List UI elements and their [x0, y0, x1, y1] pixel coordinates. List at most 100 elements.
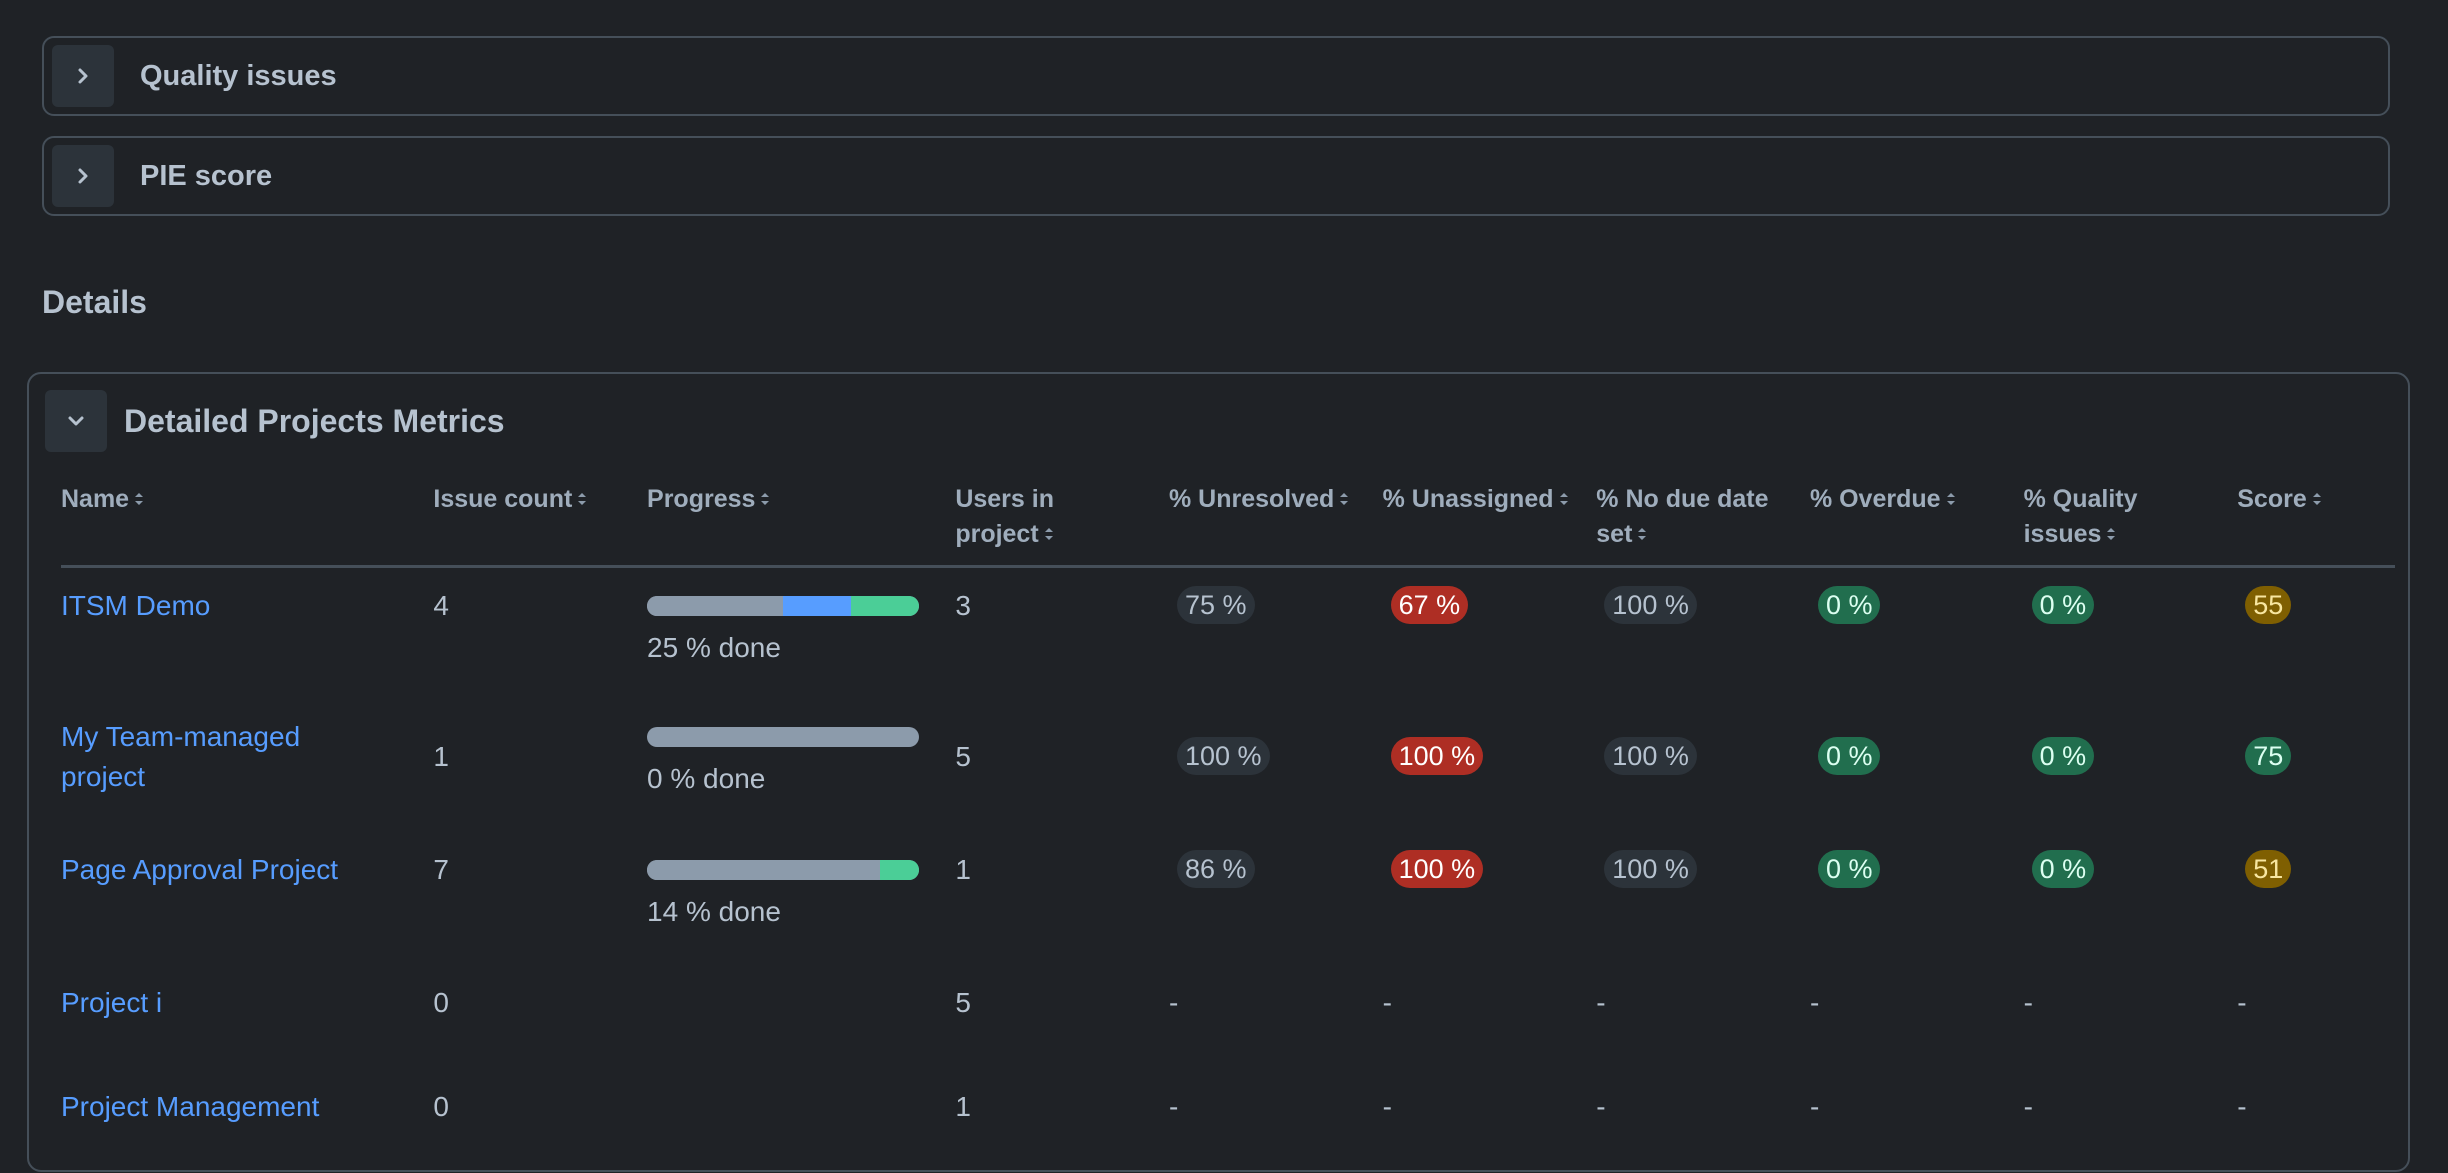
quality-issues-expand-button[interactable]: [52, 45, 114, 107]
unresolved-badge: 86 %: [1176, 850, 1255, 889]
issue-count: 7: [433, 854, 449, 886]
issue-count: 1: [433, 741, 449, 773]
column-header-label: issues: [2023, 520, 2102, 548]
panel-collapse-button[interactable]: [45, 390, 107, 452]
quality-issues-empty: -: [2023, 1091, 2033, 1123]
overdue-empty: -: [1809, 987, 1820, 1019]
panel-header: Detailed Projects Metrics: [45, 390, 505, 452]
column-header-label: Name: [61, 485, 130, 513]
progress-segment-todo: [647, 860, 881, 881]
progress-segment-in-progress: [783, 595, 852, 616]
column-header-score[interactable]: Score: [2237, 482, 2395, 568]
progress-segment-done: [851, 595, 920, 616]
progress-text: 25 % done: [647, 631, 781, 663]
project-link-line: My Team-managed: [61, 721, 301, 753]
no-due-date-badge: 100 %: [1604, 737, 1697, 776]
column-header-unassigned[interactable]: % Unassigned: [1382, 482, 1597, 568]
project-link[interactable]: Page Approval Project: [61, 854, 339, 886]
sort-icon[interactable]: [1636, 518, 1648, 553]
progress-cell: 14 % done: [647, 860, 920, 930]
issue-count: 0: [433, 1091, 449, 1123]
quality-issues-badge: 0 %: [2031, 850, 2095, 889]
metrics-table: Name Issue count Progress Users in projec…: [61, 482, 2395, 1173]
unresolved-badge: 100 %: [1176, 737, 1270, 776]
progress-text: 14 % done: [647, 896, 781, 928]
score-empty: -: [2237, 1091, 2247, 1123]
pie-score-title: PIE score: [140, 159, 273, 192]
table-row: ITSM Demo 4 25 % done 3 75 % 67 % 100: [61, 566, 2395, 699]
unresolved-badge: 75 %: [1176, 585, 1255, 624]
column-header-label: % Unresolved: [1168, 485, 1335, 513]
column-header-label: Issue count: [433, 485, 573, 513]
quality-issues-section[interactable]: Quality issues: [42, 36, 2390, 116]
quality-issues-badge: 0 %: [2031, 737, 2095, 776]
column-header-issue-count[interactable]: Issue count: [433, 482, 648, 568]
project-link[interactable]: ITSM Demo: [61, 589, 211, 621]
table-row: Project Management 0 1 - - - - - -: [61, 1069, 2395, 1173]
unresolved-empty: -: [1168, 1091, 1179, 1123]
project-link[interactable]: My Team-managed project: [61, 721, 300, 792]
progress-bar: [647, 860, 920, 881]
overdue-badge: 0 %: [1817, 585, 1881, 624]
column-header-label: % Overdue: [1809, 485, 1941, 513]
unassigned-badge: 100 %: [1390, 737, 1484, 776]
users-count: 1: [955, 854, 971, 886]
project-link-line: project: [61, 761, 146, 793]
no-due-date-empty: -: [1596, 1091, 1606, 1123]
quality-issues-title: Quality issues: [140, 59, 337, 92]
column-header-overdue[interactable]: % Overdue: [1809, 482, 2024, 568]
sort-icon[interactable]: [1945, 483, 1957, 518]
sort-icon[interactable]: [1558, 483, 1570, 518]
column-header-unresolved[interactable]: % Unresolved: [1168, 482, 1383, 568]
column-header-label: % Unassigned: [1382, 485, 1554, 513]
pie-score-expand-button[interactable]: [52, 145, 114, 207]
sort-icon[interactable]: [2311, 483, 2323, 518]
progress-cell-empty: [647, 1069, 955, 1173]
quality-issues-empty: -: [2023, 987, 2033, 1019]
column-header-label: set: [1596, 520, 1633, 548]
users-count: 1: [955, 1091, 971, 1123]
issue-count: 0: [433, 987, 449, 1019]
progress-cell-empty: [647, 965, 955, 1069]
unresolved-empty: -: [1168, 987, 1179, 1019]
panel-title: Detailed Projects Metrics: [124, 402, 505, 439]
progress-cell: 0 % done: [647, 727, 920, 797]
sort-icon[interactable]: [1338, 483, 1350, 518]
no-due-date-badge: 100 %: [1604, 850, 1697, 889]
column-header-quality-issues[interactable]: % Quality issues: [2023, 482, 2238, 568]
column-header-label: % No due date: [1596, 485, 1769, 513]
sort-icon[interactable]: [576, 483, 588, 518]
score-empty: -: [2237, 987, 2247, 1019]
progress-bar: [647, 727, 920, 748]
sort-icon[interactable]: [1043, 518, 1055, 553]
table-row: Page Approval Project 7 14 % done 1 86 %…: [61, 832, 2395, 965]
score-badge: 51: [2245, 850, 2292, 889]
no-due-date-empty: -: [1596, 987, 1606, 1019]
sort-icon[interactable]: [133, 483, 145, 518]
chevron-right-icon: [78, 68, 88, 84]
column-header-progress[interactable]: Progress: [647, 482, 956, 568]
issue-count: 4: [433, 589, 449, 621]
users-count: 5: [955, 741, 971, 773]
sort-icon[interactable]: [759, 483, 771, 518]
sort-icon[interactable]: [2105, 518, 2117, 553]
project-link[interactable]: Project i: [61, 987, 163, 1019]
project-link[interactable]: Project Management: [61, 1091, 320, 1123]
column-header-no-due-date[interactable]: % No due date set: [1596, 482, 1810, 568]
column-header-users[interactable]: Users in project: [955, 482, 1169, 568]
pie-score-section[interactable]: PIE score: [42, 136, 2390, 216]
progress-segment-done: [880, 860, 920, 881]
users-count: 5: [955, 987, 971, 1019]
table-row: Project i 0 5 - - - - - -: [61, 965, 2395, 1069]
progress-segment-todo: [647, 727, 920, 748]
details-heading: Details: [42, 284, 147, 320]
unassigned-empty: -: [1382, 1091, 1392, 1123]
column-header-label: project: [955, 520, 1039, 548]
table-row: My Team-managed project 1 0 % done 5 100 …: [61, 699, 2395, 832]
chevron-down-icon: [68, 416, 84, 426]
overdue-empty: -: [1809, 1091, 1820, 1123]
column-header-name[interactable]: Name: [61, 482, 434, 568]
score-badge: 75: [2245, 737, 2292, 776]
progress-cell: 25 % done: [647, 595, 920, 666]
progress-segment-todo: [647, 595, 784, 616]
